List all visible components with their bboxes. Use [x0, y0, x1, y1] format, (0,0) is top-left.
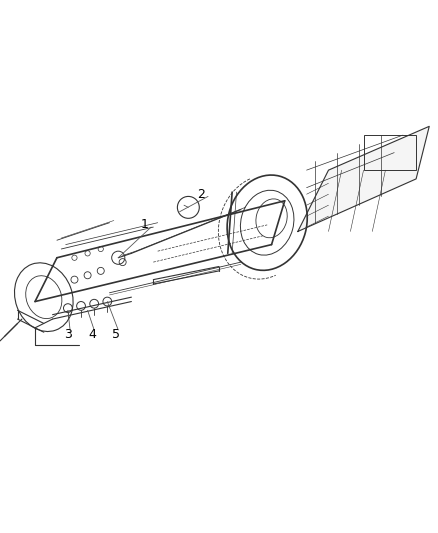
- Bar: [364, 135, 416, 170]
- Text: 1: 1: [141, 219, 148, 231]
- Text: 3: 3: [64, 328, 72, 341]
- Text: 2: 2: [198, 188, 205, 201]
- Text: 5: 5: [112, 328, 120, 341]
- Text: 4: 4: [88, 328, 96, 341]
- Polygon shape: [298, 126, 429, 231]
